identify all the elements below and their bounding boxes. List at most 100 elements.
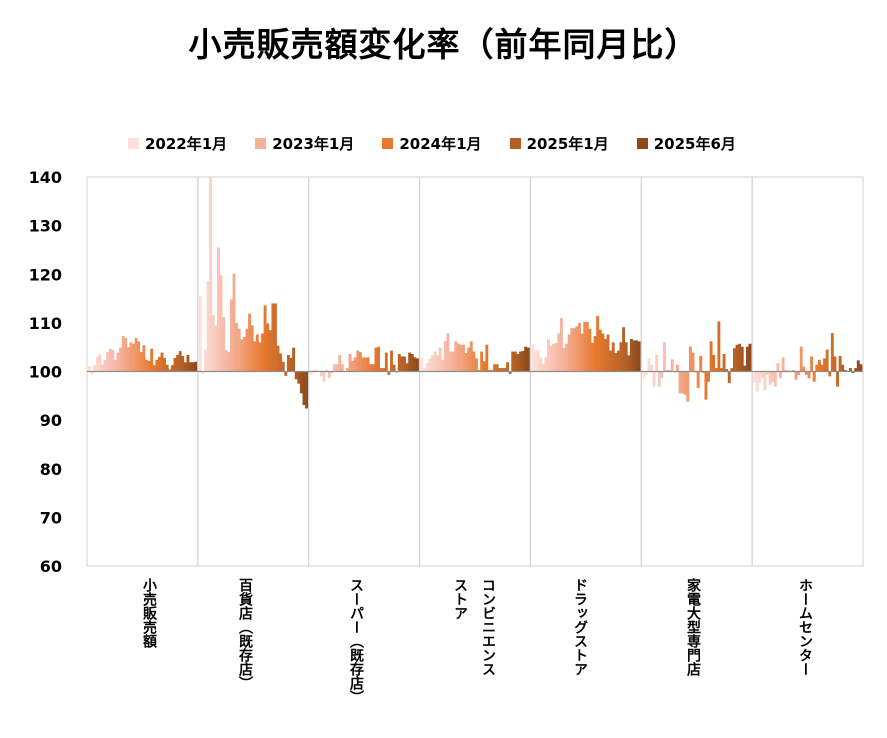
bar [189, 362, 192, 372]
bar [384, 352, 388, 372]
bar [255, 334, 259, 372]
bar [309, 371, 313, 375]
bar [578, 322, 581, 372]
bar [242, 336, 246, 372]
bar [812, 371, 816, 382]
x-label: 百貨店（既存店） [237, 578, 253, 690]
bar [650, 364, 653, 372]
bar [823, 358, 827, 372]
legend-item: 2022年1月 [128, 133, 227, 154]
bar [830, 333, 834, 372]
bar [423, 368, 427, 372]
bar [511, 351, 515, 372]
bar [113, 359, 117, 372]
bar [237, 328, 241, 372]
bar [601, 333, 605, 372]
bar [554, 342, 558, 372]
bar [330, 371, 334, 373]
bar [856, 360, 860, 372]
bar [408, 352, 412, 372]
x-label: コンビニエンス ストア [452, 578, 496, 676]
bar [841, 364, 845, 372]
bar [606, 334, 610, 372]
bar [738, 343, 742, 372]
bar [245, 328, 249, 372]
bar [485, 344, 489, 372]
bar [322, 371, 326, 382]
bar [289, 357, 293, 372]
bar [121, 336, 125, 372]
bar [170, 365, 174, 372]
bar [379, 368, 383, 372]
bar [851, 371, 855, 373]
bar [482, 361, 486, 372]
bar [214, 325, 218, 372]
bar [546, 339, 550, 372]
bar [768, 371, 772, 385]
bar [743, 365, 747, 372]
bar [616, 350, 620, 372]
bar [428, 358, 432, 372]
y-tick-label: 60 [40, 557, 62, 576]
bar [477, 370, 481, 372]
bar [387, 371, 391, 375]
bar [604, 338, 607, 372]
bar [325, 370, 329, 372]
bar [773, 371, 777, 387]
bar [281, 361, 285, 372]
bar [663, 342, 666, 372]
y-tick-label: 130 [29, 217, 62, 236]
legend-swatch [255, 138, 267, 149]
bar [462, 344, 465, 372]
bar [799, 346, 803, 372]
bar [675, 364, 679, 372]
bar [405, 363, 409, 372]
bar [137, 341, 141, 372]
bar [103, 359, 107, 372]
bar [95, 356, 99, 372]
bar [552, 343, 556, 372]
bar [562, 348, 566, 372]
bar [90, 371, 94, 375]
bar [191, 362, 195, 372]
bar [609, 350, 613, 372]
bar [299, 371, 303, 394]
bar [660, 371, 664, 379]
bar [559, 318, 563, 372]
bar [585, 321, 589, 372]
bar [745, 346, 749, 372]
bar [392, 364, 396, 372]
bar [377, 346, 380, 372]
bar [335, 364, 339, 372]
bar [740, 346, 744, 372]
bar [696, 371, 700, 389]
bar [513, 351, 517, 372]
bar [544, 357, 548, 372]
bar [268, 330, 272, 372]
bar [132, 343, 135, 372]
bar [443, 340, 447, 372]
bar [784, 370, 788, 372]
bar [735, 344, 739, 372]
bar [810, 356, 814, 372]
bar [487, 370, 491, 372]
bar [549, 345, 553, 372]
bar [250, 325, 254, 372]
bar [794, 371, 798, 380]
bar [591, 342, 594, 372]
chart-title: 小売販売額変化率（前年同月比） [188, 25, 699, 64]
bar [98, 354, 102, 372]
bar [222, 317, 226, 372]
bar [93, 365, 97, 372]
bar [274, 303, 277, 372]
bar [688, 346, 692, 372]
bar [219, 275, 223, 372]
bar [126, 347, 130, 372]
bar [464, 353, 468, 372]
bar [632, 340, 636, 372]
bar [722, 354, 726, 372]
bar [374, 347, 378, 372]
bar [253, 341, 257, 372]
bar [413, 357, 417, 372]
